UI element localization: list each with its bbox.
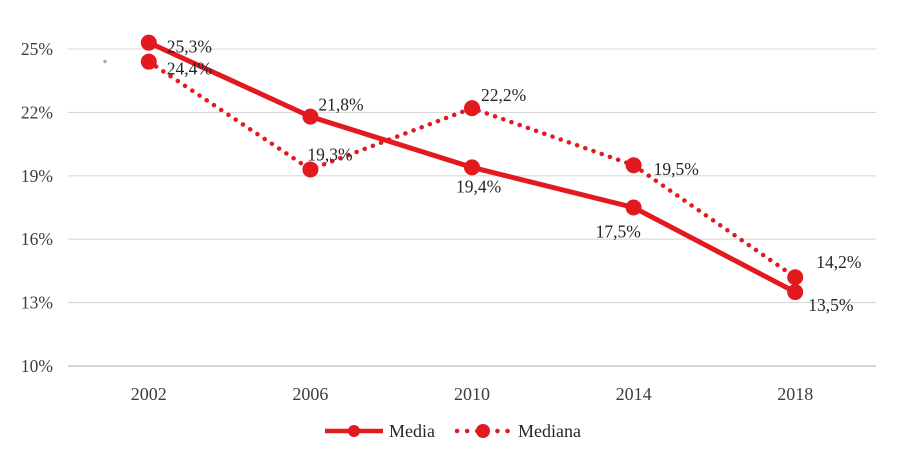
mediana-data-point-marker: [302, 161, 319, 178]
mediana-data-point-marker: [625, 157, 642, 174]
x-axis-label: 2006: [292, 384, 328, 404]
legend-media-marker-swatch: [348, 425, 360, 437]
legend-label-media: Media: [389, 421, 435, 441]
media-data-point-label: 21,8%: [318, 95, 363, 115]
legend-label-mediana: Mediana: [518, 421, 581, 441]
mediana-data-point-label: 22,2%: [481, 85, 526, 105]
mediana-data-point-label: 19,3%: [307, 144, 352, 164]
media-data-point-marker: [787, 284, 804, 301]
y-axis-tick-label: 22%: [21, 102, 53, 122]
stray-speck-dot: [103, 59, 107, 64]
media-data-point-label: 25,3%: [167, 37, 212, 57]
x-axis-label: 2014: [616, 384, 652, 404]
legend-mediana-marker-swatch: [476, 424, 490, 438]
mediana-data-point-marker: [140, 53, 157, 70]
mediana-data-point-label: 24,4%: [167, 59, 212, 79]
media-data-point-label: 13,5%: [808, 295, 853, 315]
mediana-data-point-label: 14,2%: [816, 252, 861, 272]
y-axis-tick-label: 10%: [21, 356, 53, 376]
y-axis-tick-label: 25%: [21, 39, 53, 59]
mediana-data-point-marker: [787, 269, 804, 286]
x-axis-label: 2002: [131, 384, 167, 404]
media-data-point-marker: [464, 159, 480, 176]
mediana-data-point-marker: [464, 100, 480, 117]
media-data-point-label: 19,4%: [456, 176, 501, 196]
y-axis-tick-label: 16%: [21, 229, 53, 249]
x-axis-label: 2010: [454, 384, 490, 404]
y-axis-tick-label: 13%: [21, 293, 53, 313]
y-axis-tick-label: 19%: [21, 166, 53, 186]
media-data-point-label: 17,5%: [596, 222, 641, 242]
mediana-data-point-label: 19,5%: [654, 159, 699, 179]
x-axis-label: 2018: [777, 384, 813, 404]
media-data-point-marker: [140, 34, 157, 51]
media-data-point-marker: [302, 108, 319, 125]
media-data-point-marker: [625, 199, 642, 216]
